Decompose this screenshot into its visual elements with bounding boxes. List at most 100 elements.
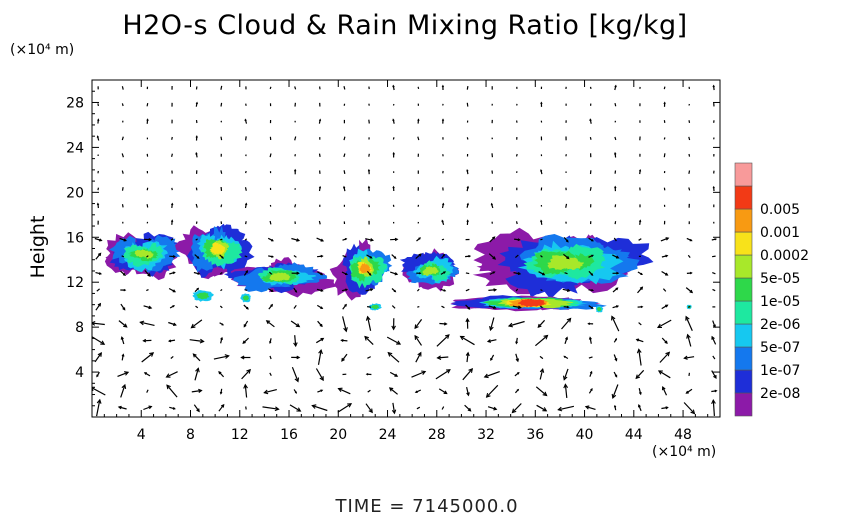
- wind-vector: [540, 305, 543, 309]
- wind-vector: [95, 303, 101, 311]
- wind-vector-head: [615, 305, 620, 308]
- wind-vector: [539, 368, 544, 380]
- wind-vector-head: [566, 305, 570, 309]
- y-tick-label: 12: [66, 275, 84, 291]
- cloud-contour: [196, 292, 210, 300]
- wind-vector-head: [565, 336, 569, 340]
- wind-vector: [466, 386, 470, 396]
- wind-vector-head: [344, 303, 347, 307]
- wind-vector-head: [665, 254, 669, 258]
- wind-vector: [244, 255, 248, 258]
- wind-vector: [685, 287, 693, 293]
- wind-vector: [488, 253, 496, 260]
- wind-vector-head: [243, 383, 248, 389]
- cloud-contour: [359, 265, 369, 274]
- wind-vector-head: [263, 389, 269, 395]
- wind-vector: [146, 102, 149, 107]
- wind-vector-head: [341, 357, 345, 362]
- wind-vector: [146, 255, 149, 258]
- wind-vector-head: [614, 374, 618, 378]
- wind-vector-head: [364, 335, 369, 341]
- colorbar-swatch: [734, 162, 753, 187]
- wind-vector-head: [195, 367, 200, 373]
- wind-vector-head: [565, 239, 569, 243]
- wind-vector: [120, 384, 126, 398]
- wind-vector: [269, 220, 272, 225]
- wind-vector: [512, 305, 521, 309]
- wind-vector: [191, 319, 203, 329]
- wind-vector-head: [517, 305, 522, 310]
- wind-vector-head: [242, 340, 246, 345]
- wind-vector-head: [467, 306, 471, 310]
- wind-vector-head: [540, 101, 543, 105]
- wind-vector-head: [148, 405, 153, 410]
- y-tick-label: 16: [66, 230, 84, 246]
- wind-vector-head: [445, 369, 451, 374]
- chart-title: H2O-s Cloud & Rain Mixing Ratio [kg/kg]: [122, 10, 688, 41]
- wind-vector-head: [640, 272, 643, 275]
- wind-vector: [195, 187, 198, 191]
- wind-vector-head: [98, 272, 103, 275]
- wind-vector-head: [665, 351, 671, 357]
- wind-vector-head: [265, 320, 271, 325]
- wind-vector: [561, 318, 572, 330]
- wind-vector-head: [172, 322, 177, 327]
- wind-vector-head: [418, 237, 421, 240]
- wind-vector: [367, 306, 372, 308]
- wind-vector-head: [661, 386, 666, 391]
- wind-vector-head: [591, 254, 594, 258]
- cloud-contour: [209, 246, 220, 255]
- wind-vector-head: [149, 352, 155, 357]
- wind-vector: [537, 319, 546, 328]
- wind-vector-head: [369, 288, 374, 292]
- colorbar-label: 0.005: [760, 202, 800, 218]
- y-tick-label: 28: [66, 95, 84, 111]
- wind-vector-head: [147, 273, 151, 277]
- wind-vector: [417, 136, 420, 141]
- wind-vector: [94, 237, 102, 242]
- wind-vector-head: [123, 238, 127, 242]
- wind-vector: [688, 120, 691, 124]
- wind-vector: [140, 321, 155, 326]
- wind-vector-head: [296, 238, 301, 242]
- wind-vector: [638, 349, 642, 366]
- wind-vector-head: [441, 84, 445, 88]
- wind-vector-head: [516, 388, 520, 392]
- wind-vector-head: [467, 407, 472, 412]
- wind-vector: [294, 204, 297, 208]
- wind-vector-head: [615, 287, 619, 291]
- wind-vector: [341, 353, 348, 362]
- wind-vector: [343, 86, 346, 90]
- wind-vector-head: [542, 272, 546, 276]
- x-tick-label: 44: [625, 427, 643, 443]
- wind-vector: [435, 369, 451, 380]
- wind-vector: [462, 368, 473, 381]
- wind-vector: [662, 386, 668, 396]
- wind-vector-head: [172, 305, 176, 308]
- wind-vector-head: [418, 253, 422, 257]
- wind-vector: [337, 403, 352, 413]
- wind-vector: [97, 187, 100, 191]
- wind-vector-head: [540, 219, 543, 223]
- colorbar-swatch: [734, 185, 753, 210]
- wind-vector: [535, 335, 548, 347]
- x-tick-label: 40: [576, 427, 594, 443]
- wind-vector-head: [638, 391, 642, 396]
- wind-vector: [92, 322, 105, 326]
- colorbar-swatch: [734, 277, 753, 302]
- wind-vector-head: [537, 323, 542, 329]
- wind-vector: [390, 271, 398, 275]
- wind-vector: [712, 355, 716, 360]
- wind-vector-head: [172, 289, 177, 293]
- wind-vector-head: [515, 341, 519, 345]
- wind-vector: [338, 388, 351, 395]
- wind-vector: [121, 255, 125, 258]
- wind-vector-head: [587, 322, 591, 325]
- wind-vector-head: [166, 384, 171, 390]
- wind-vector-head: [665, 304, 669, 308]
- wind-vector-head: [221, 323, 224, 326]
- wind-vector-head: [689, 238, 693, 242]
- wind-vector: [241, 369, 251, 380]
- wind-vector: [466, 352, 469, 363]
- colorbar-label: 5e-07: [760, 340, 800, 356]
